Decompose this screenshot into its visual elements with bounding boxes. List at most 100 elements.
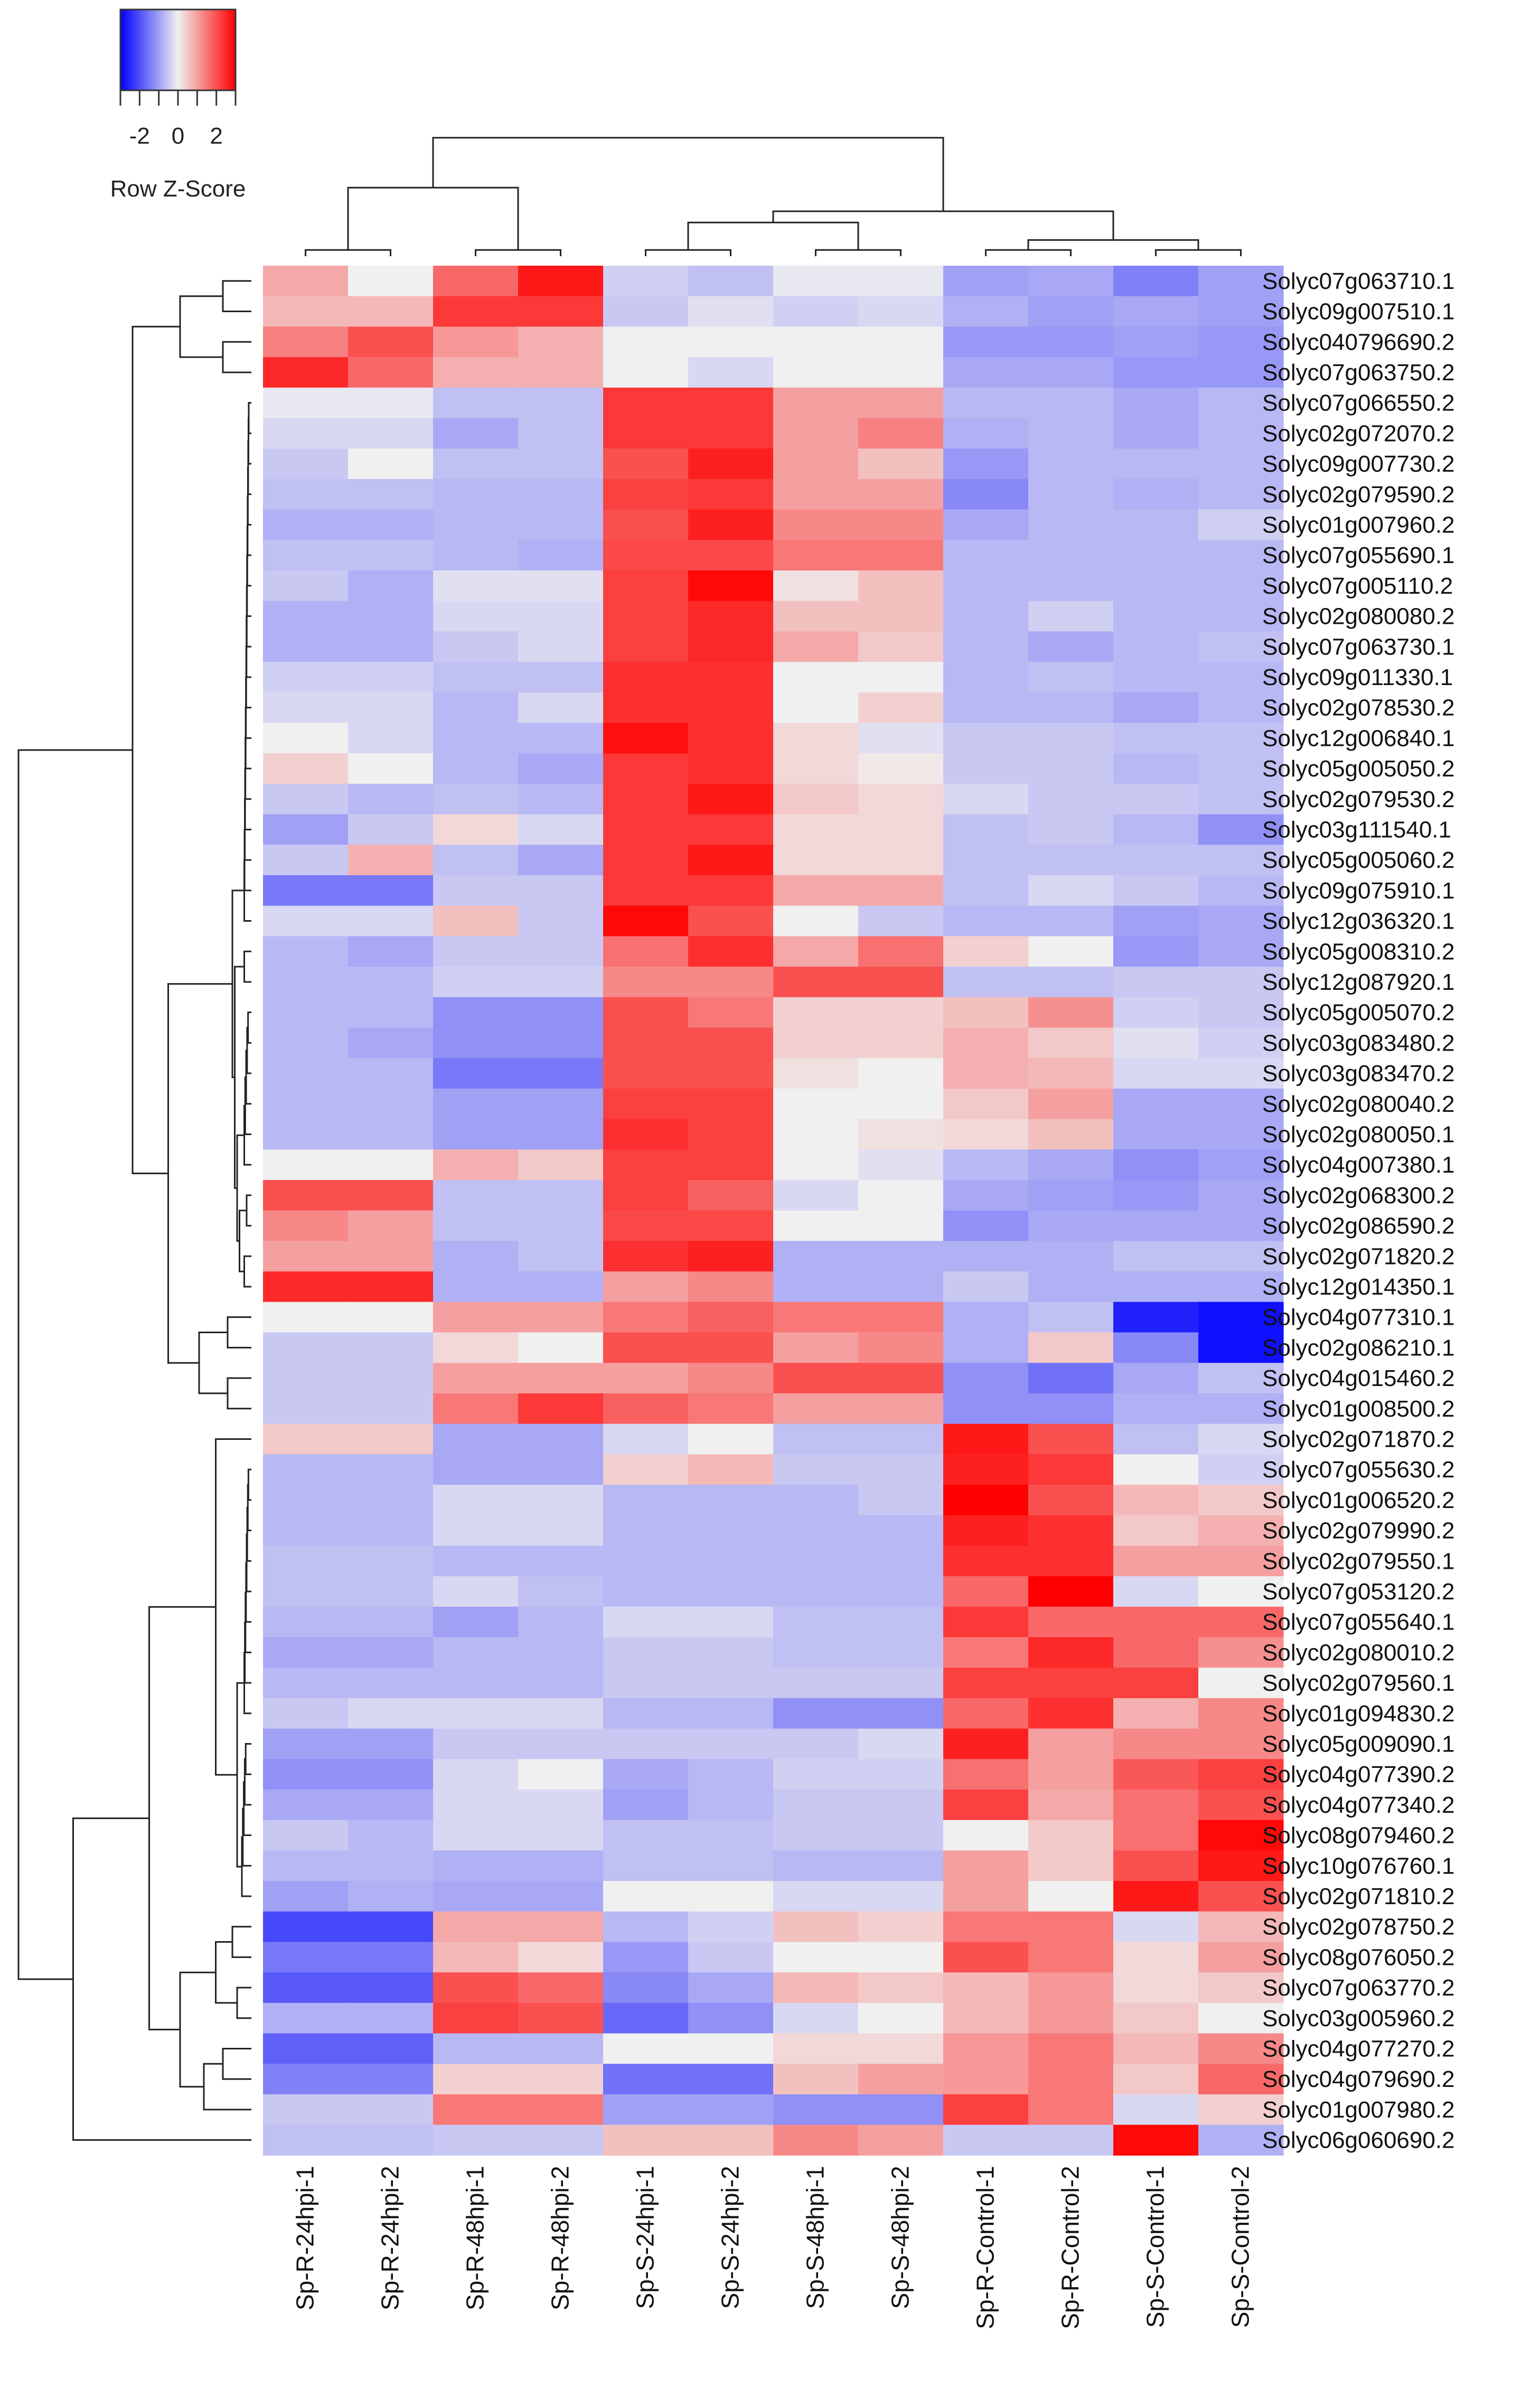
- heatmap-cell: [943, 1180, 1029, 1211]
- heatmap-cell: [773, 1210, 859, 1241]
- column-label: Sp-S-24hpi-1: [632, 2166, 659, 2309]
- heatmap-cell: [1198, 936, 1284, 967]
- heatmap-cell: [1028, 1606, 1114, 1638]
- heatmap-cell: [1028, 875, 1114, 906]
- row-label: Solyc01g094830.2: [1262, 1701, 1455, 1727]
- heatmap-cell: [773, 1027, 859, 1059]
- heatmap-cell: [1028, 967, 1114, 998]
- heatmap-cell: [1113, 875, 1199, 906]
- heatmap-cell: [348, 509, 434, 540]
- row-dendrogram: [17, 280, 251, 2141]
- heatmap-cell: [263, 509, 349, 540]
- heatmap-cell: [348, 387, 434, 419]
- heatmap-cell: [518, 509, 604, 540]
- column-label: Sp-S-48hpi-1: [802, 2166, 829, 2309]
- row-label: Solyc040796690.2: [1262, 329, 1455, 355]
- heatmap-cell: [603, 1180, 689, 1211]
- heatmap-cell: [603, 1301, 689, 1333]
- heatmap-cell: [1028, 1180, 1114, 1211]
- heatmap-cell: [943, 1606, 1029, 1638]
- heatmap-cell: [1113, 1332, 1199, 1363]
- row-label: Solyc07g055630.2: [1262, 1457, 1455, 1483]
- heatmap-cell: [858, 1515, 944, 1546]
- heatmap-cell: [518, 1546, 604, 1577]
- column-dendrogram: [305, 137, 1242, 256]
- heatmap-cell: [433, 1363, 519, 1394]
- row-label: Solyc04g077310.1: [1262, 1305, 1455, 1331]
- heatmap-cell: [1028, 1790, 1114, 1821]
- heatmap-cell: [773, 1546, 859, 1577]
- column-labels: Sp-R-24hpi-1 Sp-R-24hpi-2 Sp-R-48hpi-1 Sp-R…: [292, 2166, 1254, 2329]
- heatmap-cell: [773, 1180, 859, 1211]
- color-key-legend: -2 0 2 Row Z-Score: [110, 8, 246, 202]
- heatmap-cell: [1028, 1576, 1114, 1607]
- heatmap-cell: [263, 1485, 349, 1516]
- heatmap-cell: [688, 266, 774, 297]
- heatmap-cell: [858, 1301, 944, 1333]
- heatmap-cell: [518, 2002, 604, 2034]
- heatmap-cell: [943, 692, 1029, 724]
- heatmap-cell: [858, 814, 944, 845]
- heatmap-cell: [858, 1790, 944, 1821]
- heatmap-cell: [773, 723, 859, 754]
- heatmap-cell: [518, 783, 604, 815]
- heatmap-cell: [433, 418, 519, 449]
- row-label: Solyc03g005960.2: [1262, 2006, 1455, 2031]
- heatmap-cell: [943, 418, 1029, 449]
- heatmap-cell: [1028, 448, 1114, 480]
- heatmap-cell: [603, 2094, 689, 2125]
- heatmap-cell: [1113, 326, 1199, 358]
- row-label: Solyc05g005070.2: [1262, 1000, 1455, 1026]
- heatmap-cell: [433, 1850, 519, 1881]
- heatmap-cell: [348, 1606, 434, 1638]
- heatmap-cell: [1198, 2064, 1284, 2095]
- heatmap-cell: [603, 1668, 689, 1699]
- row-label: Solyc01g008500.2: [1262, 1396, 1455, 1422]
- heatmap-cell: [263, 540, 349, 571]
- heatmap-cell: [1113, 997, 1199, 1028]
- row-label: Solyc02g071810.2: [1262, 1884, 1455, 1909]
- heatmap-cell: [688, 1301, 774, 1333]
- heatmap-cell: [348, 326, 434, 358]
- heatmap-cell: [433, 1088, 519, 1120]
- heatmap-cell: [1113, 296, 1199, 327]
- heatmap-cell: [1113, 1515, 1199, 1546]
- heatmap-cell: [263, 783, 349, 815]
- heatmap-cell: [1113, 387, 1199, 419]
- heatmap-cell: [348, 1271, 434, 1303]
- heatmap-cell: [1113, 1637, 1199, 1668]
- heatmap-cell: [1028, 1668, 1114, 1699]
- heatmap-cell: [1198, 2124, 1284, 2156]
- heatmap-cell: [433, 997, 519, 1028]
- heatmap-cell: [603, 1241, 689, 1272]
- heatmap-cell: [1028, 753, 1114, 784]
- heatmap-cell: [518, 326, 604, 358]
- heatmap-cell: [773, 2064, 859, 2095]
- heatmap-cell: [263, 1058, 349, 1089]
- heatmap-cell: [603, 2002, 689, 2034]
- color-key-tick-label: -2: [129, 123, 150, 149]
- heatmap-cell: [348, 1790, 434, 1821]
- heatmap-cell: [688, 997, 774, 1028]
- heatmap-cell: [688, 1454, 774, 1485]
- heatmap-cell: [263, 1332, 349, 1363]
- heatmap-cell: [263, 296, 349, 327]
- column-dendrogram-branch: [645, 249, 731, 256]
- heatmap-cell: [943, 1149, 1029, 1181]
- heatmap-cell: [773, 1271, 859, 1303]
- heatmap-cell: [688, 1149, 774, 1181]
- heatmap-cell: [773, 1668, 859, 1699]
- heatmap-cell: [518, 1515, 604, 1546]
- row-dendrogram-branch: [247, 1484, 251, 1532]
- heatmap-cell: [688, 1119, 774, 1150]
- row-label: Solyc04g077270.2: [1262, 2036, 1455, 2062]
- heatmap-cell: [348, 997, 434, 1028]
- heatmap-cell: [518, 1576, 604, 1607]
- heatmap-cell: [858, 570, 944, 602]
- heatmap-cell: [943, 1790, 1029, 1821]
- heatmap-cell: [688, 570, 774, 602]
- heatmap-cell: [433, 509, 519, 540]
- heatmap-cell: [1028, 692, 1114, 724]
- heatmap-cell: [518, 1271, 604, 1303]
